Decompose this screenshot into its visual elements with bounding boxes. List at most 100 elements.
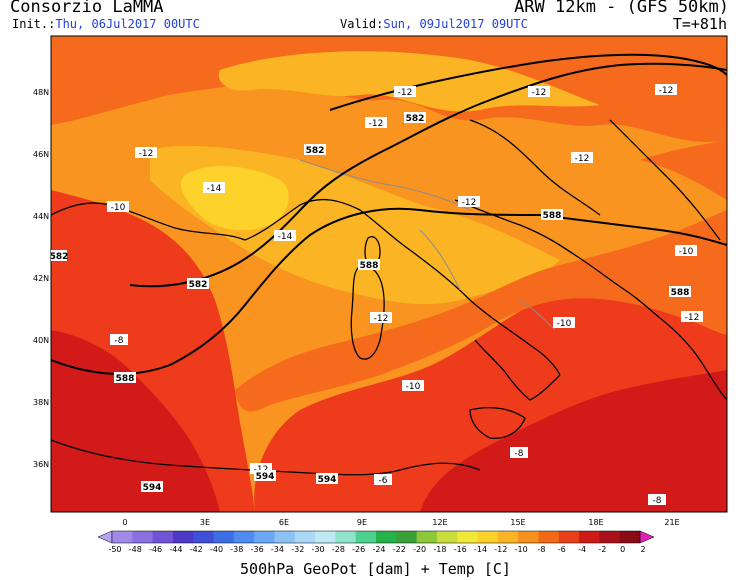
temp-contour-label: -12 bbox=[685, 313, 700, 323]
geopot-contour-label: 582 bbox=[189, 280, 208, 290]
colorbar-swatch bbox=[193, 531, 215, 543]
colorbar-swatch bbox=[538, 531, 560, 543]
colorbar-frame bbox=[111, 530, 641, 544]
temp-contour-label: -12 bbox=[369, 119, 384, 129]
colorbar-tick-label: -6 bbox=[558, 545, 566, 554]
lat-label: 46N bbox=[33, 150, 49, 159]
colorbar-tick-label: -42 bbox=[190, 545, 203, 554]
colorbar-caption: 500hPa GeoPot [dam] + Temp [C] bbox=[240, 560, 511, 578]
geopot-contour-label: 594 bbox=[318, 475, 337, 485]
colorbar-swatch bbox=[294, 531, 316, 543]
colorbar-min-arrow bbox=[97, 530, 113, 544]
colorbar-swatch bbox=[497, 531, 519, 543]
temperature-field bbox=[51, 36, 727, 512]
lead-time: T=+81h bbox=[672, 15, 727, 33]
colorbar-tick-label: -22 bbox=[393, 545, 406, 554]
colorbar-swatch bbox=[599, 531, 621, 543]
lon-label: 6E bbox=[279, 518, 289, 527]
geopot-contour-label: 588 bbox=[543, 211, 562, 221]
temp-contour-label: -8 bbox=[653, 496, 662, 506]
colorbar-swatch bbox=[518, 531, 539, 543]
lat-label: 48N bbox=[33, 88, 49, 97]
lat-label: 40N bbox=[33, 336, 49, 345]
colorbar-tick-label: -10 bbox=[515, 545, 528, 554]
colorbar-tick-label: -24 bbox=[372, 545, 385, 554]
lon-label: 9E bbox=[357, 518, 367, 527]
colorbar-swatch bbox=[477, 531, 499, 543]
colorbar bbox=[97, 530, 655, 544]
colorbar-swatch bbox=[335, 531, 357, 543]
lat-label: 42N bbox=[33, 274, 49, 283]
colorbar-swatch bbox=[315, 531, 336, 543]
init-value: Thu, 06Jul2017 00UTC bbox=[55, 17, 200, 31]
lon-label: 15E bbox=[510, 518, 525, 527]
temp-contour-label: -12 bbox=[532, 88, 547, 98]
temp-contour-label: -14 bbox=[207, 184, 222, 194]
temp-contour-label: -10 bbox=[557, 319, 572, 329]
colorbar-swatch bbox=[396, 531, 418, 543]
colorbar-swatch bbox=[233, 531, 255, 543]
colorbar-swatch bbox=[213, 531, 235, 543]
geopot-contour-label: 582 bbox=[306, 146, 325, 156]
colorbar-swatch bbox=[619, 531, 641, 543]
colorbar-tick-label: -36 bbox=[251, 545, 264, 554]
colorbar-tick-label: -26 bbox=[352, 545, 365, 554]
app-title: Consorzio LaMMA bbox=[10, 0, 164, 17]
geopot-contour-label: 582 bbox=[50, 252, 69, 262]
lat-label: 38N bbox=[33, 398, 49, 407]
temp-contour-label: -10 bbox=[679, 247, 694, 257]
temp-contour-label: -8 bbox=[115, 336, 124, 346]
colorbar-tick-label: -28 bbox=[332, 545, 345, 554]
colorbar-tick-label: -50 bbox=[108, 545, 121, 554]
temp-contour-label: -12 bbox=[398, 88, 413, 98]
geopot-contour-label: 594 bbox=[256, 472, 275, 482]
colorbar-tick-label: 2 bbox=[640, 545, 645, 554]
colorbar-tick-label: -38 bbox=[230, 545, 243, 554]
temp-contour-label: -14 bbox=[278, 232, 293, 242]
temp-contour-label: -12 bbox=[659, 86, 674, 96]
colorbar-tick-label: -40 bbox=[210, 545, 223, 554]
colorbar-tick-label: -12 bbox=[494, 545, 507, 554]
valid-label: Valid: bbox=[340, 17, 384, 31]
colorbar-swatch bbox=[132, 531, 154, 543]
temp-contour-label: -10 bbox=[111, 203, 126, 213]
colorbar-tick-label: -44 bbox=[169, 545, 182, 554]
colorbar-swatch bbox=[254, 531, 275, 543]
geopot-contour-label: 588 bbox=[360, 261, 379, 271]
lat-label: 44N bbox=[33, 212, 49, 221]
colorbar-swatch bbox=[457, 531, 479, 543]
colorbar-tick-label: -2 bbox=[598, 545, 606, 554]
lon-label: 12E bbox=[432, 518, 447, 527]
colorbar-swatch bbox=[579, 531, 600, 543]
colorbar-swatch bbox=[274, 531, 296, 543]
colorbar-swatch bbox=[416, 531, 438, 543]
colorbar-tick-label: -14 bbox=[474, 545, 487, 554]
init-label: Init.: bbox=[12, 17, 56, 31]
temp-contour-label: -8 bbox=[515, 449, 524, 459]
colorbar-swatch bbox=[376, 531, 397, 543]
colorbar-tick-label: -4 bbox=[578, 545, 586, 554]
colorbar-tick-label: -32 bbox=[291, 545, 304, 554]
geopot-contour-label: 588 bbox=[671, 288, 690, 298]
colorbar-tick-label: -30 bbox=[312, 545, 325, 554]
lon-label: 3E bbox=[200, 518, 210, 527]
temp-contour-label: -6 bbox=[379, 476, 388, 486]
colorbar-tick-label: -8 bbox=[537, 545, 545, 554]
colorbar-tick-label: -46 bbox=[149, 545, 162, 554]
valid-value: Sun, 09Jul2017 09UTC bbox=[383, 17, 528, 31]
colorbar-swatch bbox=[152, 531, 174, 543]
temp-contour-label: -12 bbox=[139, 149, 154, 159]
temp-labels: -12 -12 -12 -12 -12 -14 -10 -14 -12 -12 … bbox=[107, 84, 703, 506]
colorbar-swatch bbox=[112, 531, 133, 543]
colorbar-swatch bbox=[558, 531, 580, 543]
lon-label: 18E bbox=[588, 518, 603, 527]
geopot-contour-label: 594 bbox=[143, 483, 162, 493]
init-time: Init.:Thu, 06Jul2017 00UTC bbox=[12, 17, 200, 31]
colorbar-swatch bbox=[436, 531, 458, 543]
temp-contour-label: -12 bbox=[374, 314, 389, 324]
temp-contour-label: -10 bbox=[406, 382, 421, 392]
colorbar-tick-label: -16 bbox=[454, 545, 467, 554]
colorbar-swatch bbox=[172, 531, 194, 543]
geopot-contour-label: 588 bbox=[116, 374, 135, 384]
